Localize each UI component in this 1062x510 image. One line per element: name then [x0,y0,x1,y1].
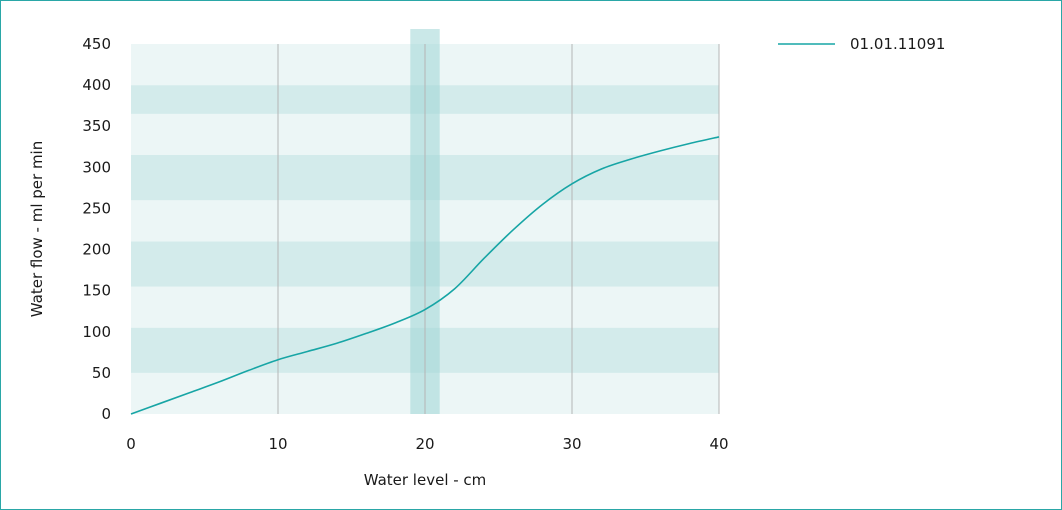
x-tick-label: 0 [126,435,136,453]
y-tick-label: 400 [82,76,111,94]
y-tick-label: 300 [82,158,111,176]
legend-label-01-01-11091: 01.01.11091 [850,35,945,53]
x-tick-label: 20 [415,435,434,453]
x-tick-label: 30 [562,435,581,453]
y-tick-label: 100 [82,323,111,341]
y-axis-ticks: 0 50 100 150 200 250 300 350 400 450 [82,35,111,423]
y-tick-label: 450 [82,35,111,53]
x-tick-label: 40 [709,435,728,453]
legend: 01.01.11091 [778,35,945,53]
y-axis-label: Water flow - ml per min [28,141,46,317]
vertical-gridlines [277,44,720,414]
y-tick-label: 350 [82,117,111,135]
y-tick-label: 0 [101,405,111,423]
y-tick-label: 200 [82,241,111,259]
series-line-01-01-11091 [130,136,720,415]
x-axis-ticks: 0 10 20 30 40 [126,435,728,453]
y-tick-label: 150 [82,282,111,300]
series-layer [130,136,720,415]
y-tick-label: 50 [92,364,111,382]
x-axis-label: Water level - cm [364,471,487,489]
x-tick-label: 10 [268,435,287,453]
y-tick-label: 250 [82,199,111,217]
